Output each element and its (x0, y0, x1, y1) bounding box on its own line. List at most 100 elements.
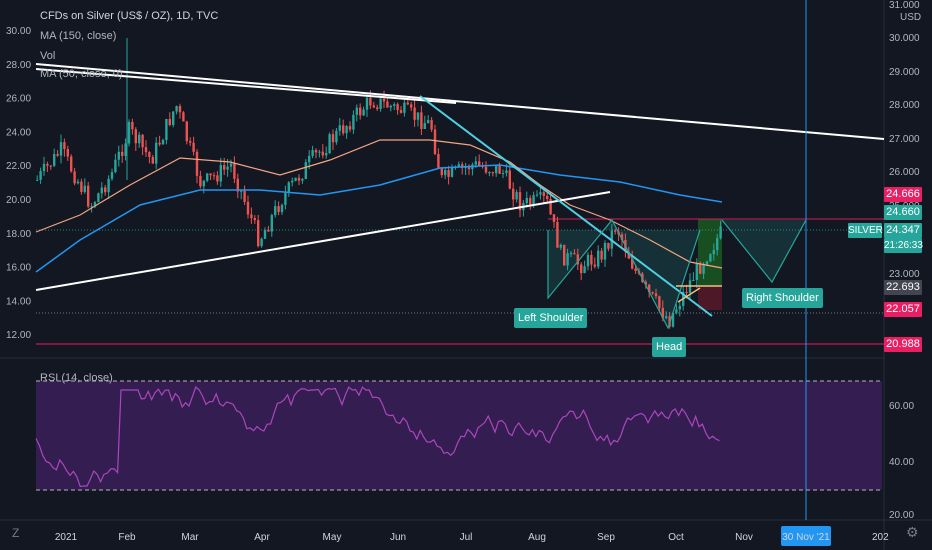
candle-body (671, 312, 675, 327)
candle-body (284, 192, 287, 205)
left-axis-label: 20.00 (6, 195, 31, 206)
candle-body (362, 109, 365, 116)
candle-body (121, 151, 124, 156)
timezone-icon[interactable]: Z (12, 526, 20, 540)
candle-body (651, 292, 654, 294)
candle-body (199, 175, 202, 187)
candle-body (539, 192, 542, 195)
candle-body (304, 162, 307, 179)
candle-body (158, 142, 161, 145)
candle-body (702, 264, 705, 274)
candle-body (478, 161, 481, 166)
candle-body (331, 134, 335, 143)
candle-body (423, 123, 426, 130)
candle-body (416, 112, 420, 120)
cursor-date-box (781, 526, 831, 546)
rsi-axis-label: 40.00 (889, 457, 914, 468)
candle-body (532, 195, 535, 205)
candle-body (107, 178, 110, 193)
time-axis: 2021 Feb Mar Apr May Jun Jul Aug Sep Oct Nov (55, 532, 753, 543)
candle-body (597, 250, 600, 267)
candle-body (692, 280, 695, 282)
candle-body (117, 151, 120, 160)
rsi-axis-label: 60.00 (889, 401, 914, 412)
candle-body (719, 226, 722, 239)
candle-body (393, 104, 396, 106)
candle-body (518, 192, 522, 211)
time-axis-label: Mar (181, 532, 199, 543)
candle-body (80, 181, 83, 192)
time-axis-label: Apr (254, 532, 270, 543)
left-axis-label: 12.00 (6, 330, 31, 341)
candle-body (168, 119, 171, 126)
candle-body (93, 202, 97, 207)
candle-body (87, 185, 90, 207)
candle-body (535, 194, 539, 196)
candle-body (386, 101, 389, 108)
candle-body (240, 190, 243, 192)
candle-body (66, 149, 69, 157)
candle-body (219, 165, 222, 182)
candle-body (488, 172, 491, 174)
head-label[interactable]: Head (652, 337, 687, 357)
descending-trendline[interactable] (419, 95, 713, 317)
head-shoulders-pattern[interactable] (547, 218, 701, 330)
left-price-axis: 30.00 28.00 26.00 24.00 22.00 20.00 18.00 16.00… (6, 26, 31, 341)
upper-trendline-short[interactable] (35, 68, 457, 104)
candle-body (566, 253, 569, 266)
candle-body (59, 142, 63, 156)
candle-body (134, 129, 137, 144)
ma50-legend[interactable]: MA (50, close, 0) (40, 68, 123, 80)
candle-body (185, 121, 188, 142)
rsi-line (35, 385, 720, 488)
candle-body (246, 201, 250, 215)
candle-body (189, 141, 192, 143)
candle-body (427, 120, 430, 124)
candle-body (620, 234, 624, 241)
gear-icon[interactable]: ⚙ (906, 524, 919, 540)
candle-body (396, 104, 399, 111)
candle-body (661, 307, 664, 319)
candle-body (376, 107, 379, 109)
candle-body (338, 125, 341, 131)
candle-body (515, 192, 518, 200)
left-axis-label: 26.00 (6, 94, 31, 105)
price-tag-t2: 22.057 (884, 302, 922, 317)
upper-trendline[interactable] (35, 63, 885, 140)
candle-body (267, 229, 270, 232)
candle-body (542, 192, 545, 196)
candle-body (308, 155, 311, 163)
candle-body (705, 261, 709, 265)
rsi-legend[interactable]: RSI (14, close) (40, 372, 113, 384)
volume-legend[interactable]: Vol (40, 50, 56, 62)
price-tag-current: 24.347 (884, 223, 922, 238)
candle-body (161, 139, 165, 145)
rsi-axis: 60.00 40.00 20.00 (889, 401, 914, 521)
candle-body (413, 107, 416, 120)
candle-body (569, 253, 573, 255)
candle-body (546, 195, 549, 199)
right-shoulder-label[interactable]: Right Shoulder (742, 288, 823, 308)
candle-body (529, 197, 532, 205)
lower-trendline[interactable] (35, 191, 611, 291)
ma150-legend[interactable]: MA (150, close) (40, 30, 117, 42)
chart-title[interactable]: CFDs on Silver (US$ / OZ), 1D, TVC (40, 10, 219, 22)
time-axis-label: Nov (735, 532, 753, 543)
candle-body (39, 171, 42, 180)
candle-body (563, 244, 566, 266)
left-axis-label: 30.00 (6, 26, 31, 37)
candle-body (699, 263, 702, 274)
candle-body (695, 263, 698, 281)
candle-body (501, 173, 505, 175)
candle-body (631, 258, 634, 269)
left-shoulder-label[interactable]: Left Shoulder (514, 308, 588, 328)
long-stop-box (698, 286, 722, 310)
candle-body (257, 220, 260, 247)
candle-body (63, 142, 66, 150)
right-axis-label: 29.000 (889, 67, 920, 78)
candle-body (250, 214, 253, 219)
candle-body (110, 172, 114, 179)
right-shoulder-projection[interactable] (721, 219, 807, 284)
candle-body (440, 167, 443, 176)
